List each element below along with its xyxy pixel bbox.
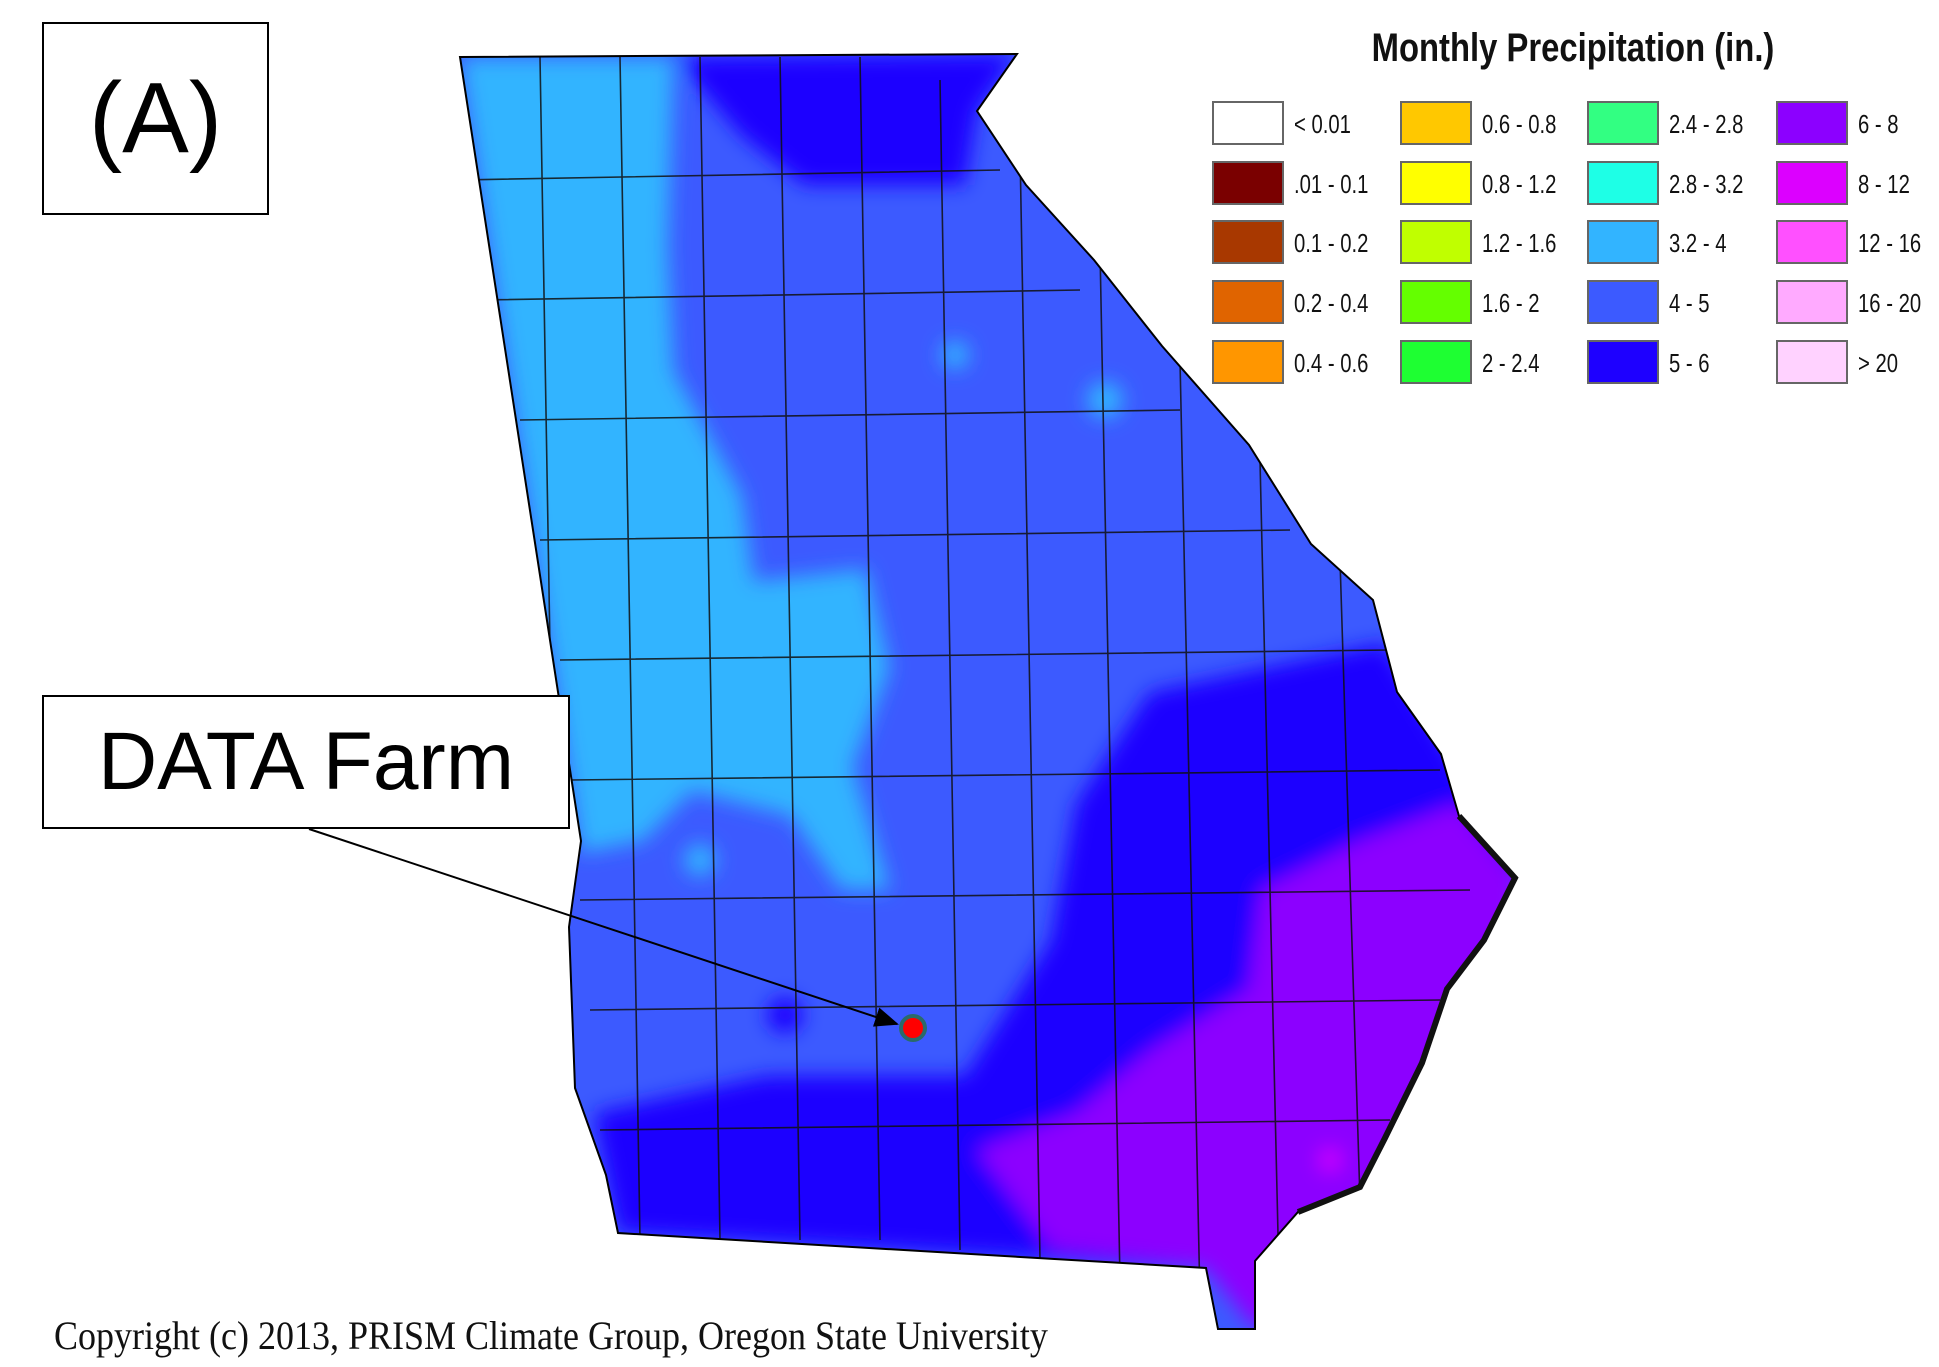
legend-swatch <box>1587 161 1659 205</box>
legend-label: 16 - 20 <box>1858 288 1922 318</box>
legend-swatch <box>1776 161 1848 205</box>
legend-label: 0.4 - 0.6 <box>1294 348 1369 378</box>
legend-label: .01 - 0.1 <box>1294 169 1369 199</box>
legend-swatch <box>1212 340 1284 384</box>
legend-label: > 20 <box>1858 348 1899 378</box>
legend-swatch <box>1587 340 1659 384</box>
zone-5-6-north <box>674 54 1017 185</box>
legend-label: < 0.01 <box>1294 109 1351 139</box>
legend-title: Monthly Precipitation (in.) <box>1371 26 1775 70</box>
legend-swatch <box>1776 220 1848 264</box>
legend-swatch <box>1400 340 1472 384</box>
callout-text: DATA Farm <box>97 716 515 807</box>
legend-label: 0.6 - 0.8 <box>1482 109 1557 139</box>
callout-arrow <box>308 828 899 1027</box>
legend-label: 6 - 8 <box>1858 109 1899 139</box>
legend-swatch <box>1212 280 1284 324</box>
legend-label: 4 - 5 <box>1669 288 1710 318</box>
legend-label: 2.8 - 3.2 <box>1669 169 1744 199</box>
legend-label: 5 - 6 <box>1669 348 1710 378</box>
legend-swatch <box>1587 220 1659 264</box>
county-lines <box>460 56 1471 1321</box>
legend-swatch <box>1400 101 1472 145</box>
legend-swatch <box>1776 340 1848 384</box>
panel-label: (A) <box>42 22 269 215</box>
copyright-text: Copyright (c) 2013, PRISM Climate Group,… <box>54 1313 1048 1358</box>
legend-swatch <box>1212 220 1284 264</box>
legend-label: 0.1 - 0.2 <box>1294 228 1369 258</box>
legend-label: 2 - 2.4 <box>1482 348 1540 378</box>
legend-label: 1.2 - 1.6 <box>1482 228 1557 258</box>
zone-3-4 <box>460 57 890 890</box>
legend-swatch <box>1587 280 1659 324</box>
legend-label: 1.6 - 2 <box>1482 288 1540 318</box>
legend-swatch <box>1212 101 1284 145</box>
legend-swatch <box>1400 280 1472 324</box>
data-farm-marker <box>899 1014 927 1042</box>
legend-label: 0.8 - 1.2 <box>1482 169 1557 199</box>
legend-swatch <box>1587 101 1659 145</box>
legend-label: 2.4 - 2.8 <box>1669 109 1744 139</box>
legend-label: 8 - 12 <box>1858 169 1910 199</box>
panel-label-text: (A) <box>88 62 223 174</box>
legend-label: 0.2 - 0.4 <box>1294 288 1369 318</box>
legend-swatch <box>1776 280 1848 324</box>
legend-label: 12 - 16 <box>1858 228 1922 258</box>
legend-swatch <box>1400 161 1472 205</box>
coastline <box>1296 813 1519 1215</box>
legend-label: 3.2 - 4 <box>1669 228 1727 258</box>
legend-swatch <box>1212 161 1284 205</box>
legend-swatch <box>1400 220 1472 264</box>
legend-swatch <box>1776 101 1848 145</box>
data-farm-callout: DATA Farm <box>42 695 570 829</box>
